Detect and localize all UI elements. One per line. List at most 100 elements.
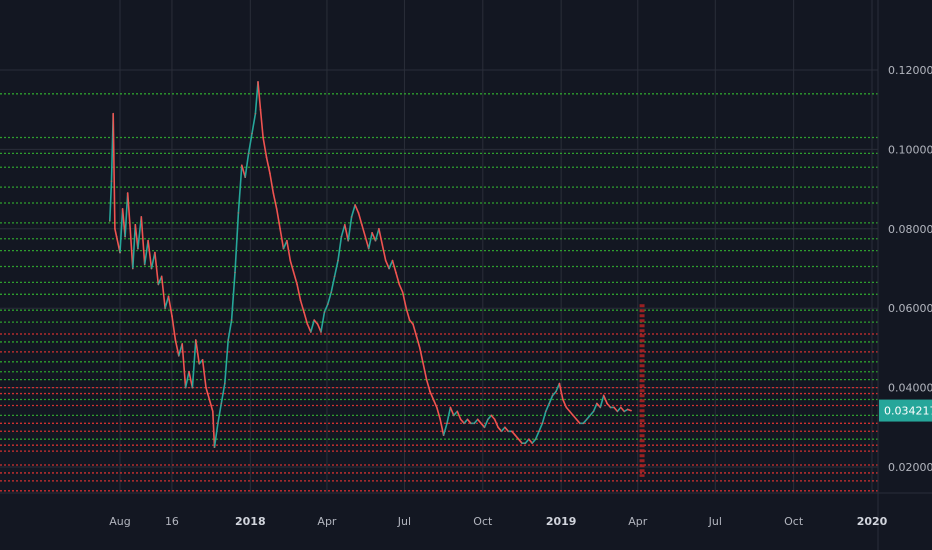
price-point	[606, 402, 608, 405]
price-point	[213, 446, 216, 449]
price-point	[493, 418, 496, 421]
last-price-label: 0.034217	[884, 405, 932, 418]
price-segment	[112, 112, 116, 230]
price-point	[517, 438, 520, 441]
time-tick-label: 2019	[546, 515, 577, 528]
price-point	[558, 382, 561, 385]
price-segment	[589, 410, 595, 417]
price-point	[374, 239, 377, 242]
price-point	[340, 235, 343, 238]
price-segment	[425, 378, 431, 393]
price-segment	[323, 303, 329, 314]
price-point	[119, 251, 121, 254]
price-point	[585, 418, 588, 421]
price-segment	[313, 319, 319, 325]
price-segment	[602, 394, 608, 405]
price-point	[289, 259, 292, 262]
price-segment	[575, 418, 581, 425]
price-point	[497, 426, 499, 429]
price-point	[167, 295, 170, 298]
price-point	[364, 235, 367, 238]
time-axis[interactable]: Aug 16 2018 Apr Jul Oct 2019 Apr Jul Oct 2020	[109, 515, 887, 528]
price-point	[463, 422, 465, 425]
price-point	[241, 164, 243, 167]
price-segment	[354, 204, 360, 214]
price-segment	[254, 81, 259, 115]
price-segment	[415, 335, 421, 349]
price-segment	[483, 418, 489, 429]
price-point	[514, 434, 516, 437]
price-segment	[124, 192, 129, 238]
price-point	[272, 192, 275, 194]
price-segment	[388, 259, 394, 270]
price-segment	[357, 212, 363, 226]
price-point	[405, 307, 408, 310]
price-segment	[592, 402, 598, 413]
price-point	[265, 156, 268, 159]
price-segment	[361, 224, 367, 238]
price-point	[181, 343, 183, 345]
price-segment	[541, 410, 547, 425]
price-segment	[418, 347, 425, 365]
price-segment	[378, 228, 384, 246]
price-segment	[476, 418, 482, 425]
price-segment	[371, 232, 377, 242]
price-point	[344, 224, 346, 226]
price-point	[217, 422, 219, 425]
price-segment	[191, 339, 197, 389]
time-tick-label: Jul	[708, 515, 722, 528]
price-point	[164, 307, 166, 310]
price-point	[534, 438, 537, 441]
price-point	[292, 271, 295, 274]
price-point	[620, 406, 622, 409]
price-point	[174, 339, 177, 341]
price-segment	[585, 414, 591, 421]
price-point	[323, 311, 326, 314]
price-segment	[119, 208, 124, 254]
price-point	[220, 402, 223, 405]
price-segment	[510, 430, 517, 437]
price-segment	[442, 422, 448, 437]
price-point	[572, 414, 574, 417]
price-point	[115, 235, 118, 238]
price-point	[282, 247, 285, 250]
price-point	[456, 410, 459, 413]
price-point	[361, 224, 363, 226]
price-segment	[347, 216, 353, 242]
price-segment	[330, 275, 336, 294]
price-series[interactable]	[109, 81, 632, 449]
price-segment	[401, 291, 408, 310]
price-segment	[140, 216, 146, 266]
price-segment	[459, 418, 465, 425]
price-point	[224, 382, 226, 385]
price-segment	[527, 438, 534, 445]
grid-lines	[0, 0, 878, 493]
price-segment	[405, 307, 411, 321]
price-segment	[565, 406, 571, 413]
price-point	[247, 152, 250, 155]
price-point	[470, 422, 472, 425]
price-segment	[269, 172, 275, 194]
price-point	[110, 180, 113, 182]
price-point	[114, 228, 116, 230]
price-point	[415, 335, 418, 337]
price-point	[188, 370, 190, 373]
price-point	[184, 386, 187, 389]
price-point	[422, 363, 425, 365]
price-point	[616, 410, 619, 413]
price-segment	[384, 259, 390, 270]
price-segment	[251, 112, 257, 135]
price-segment	[299, 299, 305, 314]
price-segment	[439, 418, 445, 437]
price-point	[384, 259, 387, 262]
time-tick-label: Apr	[628, 515, 648, 528]
price-point	[121, 208, 124, 210]
price-point	[432, 398, 435, 401]
price-point	[466, 418, 469, 421]
price-segment	[201, 358, 207, 389]
price-point	[296, 283, 298, 286]
